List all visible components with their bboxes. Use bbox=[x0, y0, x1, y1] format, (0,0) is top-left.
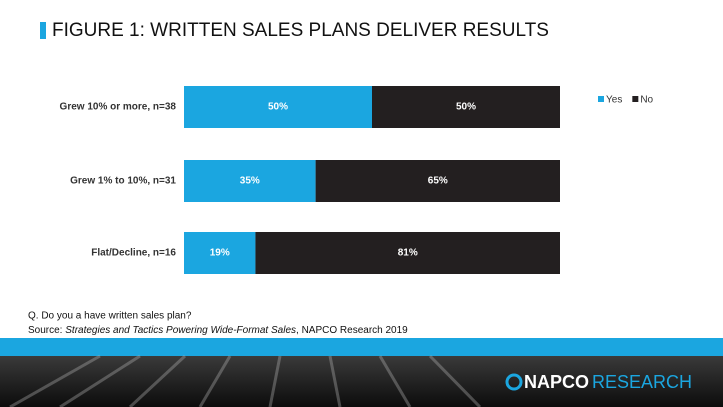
title-accent bbox=[40, 22, 46, 39]
value-label: 50% bbox=[456, 102, 476, 113]
bar-segment bbox=[315, 160, 560, 202]
logo-icon bbox=[505, 373, 523, 391]
source-prefix: Source: bbox=[28, 325, 65, 336]
note: Q. Do you a have written sales plan? bbox=[28, 311, 192, 322]
legend-label: Yes bbox=[606, 95, 622, 106]
category-label: Flat/Decline, n=16 bbox=[91, 248, 176, 259]
source: Source: Strategies and Tactics Powering … bbox=[28, 325, 408, 336]
chart-title: FIGURE 1: WRITTEN SALES PLANS DELIVER RE… bbox=[52, 20, 549, 41]
legend-swatch bbox=[632, 96, 639, 102]
legend-swatch bbox=[598, 96, 604, 102]
value-label: 35% bbox=[240, 176, 260, 187]
value-label: 19% bbox=[210, 248, 230, 259]
bar-segment bbox=[372, 86, 560, 128]
category-label: Grew 10% or more, n=38 bbox=[60, 102, 177, 113]
source-title: Strategies and Tactics Powering Wide-For… bbox=[65, 325, 296, 336]
bar-segment bbox=[184, 232, 256, 274]
logo-division: RESEARCH bbox=[592, 372, 692, 392]
bar-segment bbox=[184, 160, 316, 202]
footer-stripe bbox=[0, 338, 723, 356]
value-label: 50% bbox=[268, 102, 288, 113]
bar-segment bbox=[184, 86, 372, 128]
source-suffix: , NAPCO Research 2019 bbox=[296, 325, 408, 336]
logo-brand: NAPCO bbox=[524, 372, 589, 392]
value-label: 81% bbox=[398, 248, 418, 259]
value-label: 65% bbox=[428, 176, 448, 187]
legend-label: No bbox=[640, 95, 653, 106]
category-label: Grew 1% to 10%, n=31 bbox=[70, 176, 176, 187]
footer-streaks bbox=[9, 354, 482, 407]
footer-background bbox=[0, 356, 723, 407]
bar-segment bbox=[255, 232, 560, 274]
